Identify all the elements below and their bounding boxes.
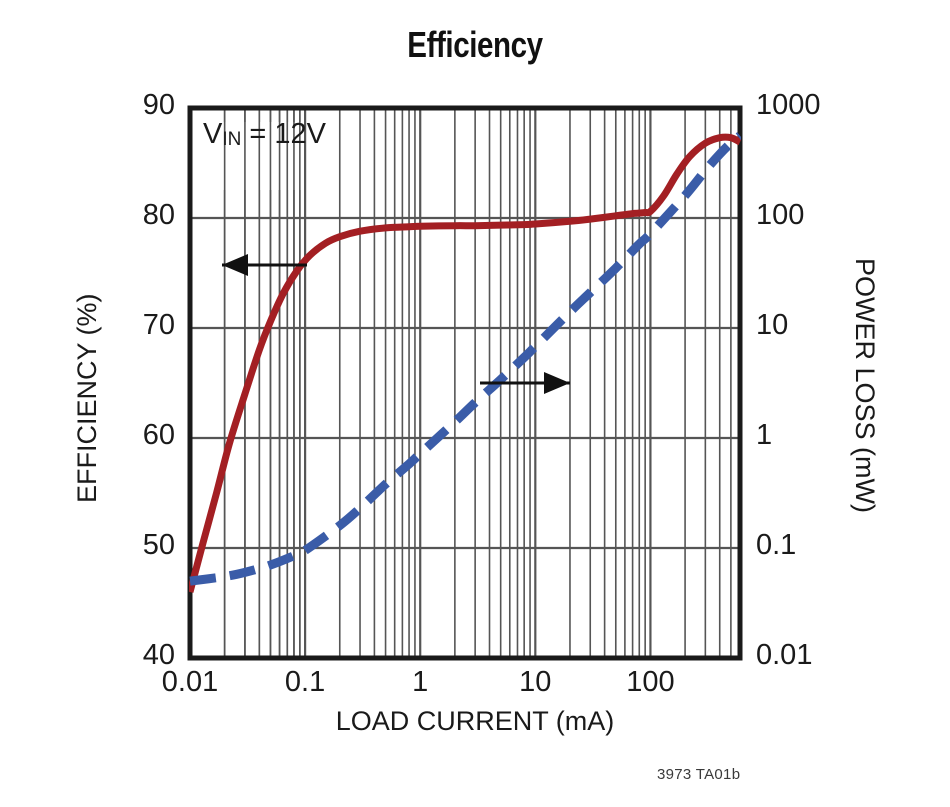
y-axis-right-tick: 1000 [756,89,821,121]
y-axis-left-tick: 70 [142,309,175,341]
plot-frame-rect [187,105,743,661]
annotation-arrows-group [222,254,570,394]
figure-caption: 3973 TA01b [657,766,741,783]
efficiency-curve [189,133,741,593]
y-axis-right-tick: 0.1 [756,529,797,561]
annotation-vin: VIN = 12V [203,118,326,151]
right-arrow-power-loss-head [544,372,570,394]
left-arrow-efficiency-head [222,254,248,276]
x-axis-tick: 100 [626,666,675,698]
chart-title: Efficiency [407,24,543,65]
x-axis-label: LOAD CURRENT (mA) [335,706,615,736]
right-arrow-power-loss [480,372,570,394]
y-axis-right-label: POWER LOSS (mW) [850,258,880,513]
x-axis-tick: 10 [519,666,552,698]
data-curves-group [189,132,741,593]
y-axis-left-tick: 80 [142,199,175,231]
left-arrow-efficiency [222,254,307,276]
gridlines-group [188,108,741,658]
y-axis-left-tick: 40 [142,639,175,671]
x-axis-tick: 0.01 [161,666,219,698]
annotation-vin-suffix: = 12V [241,118,326,150]
annotation-vin-prefix: V [203,118,223,150]
annotation-vin-subscript: IN [222,129,242,150]
x-axis-tick: 0.1 [284,666,326,698]
plot-frame [187,105,743,661]
y-axis-right-tick: 100 [756,199,805,231]
y-axis-right-tick: 1 [756,419,773,451]
y-axis-right-tick: 10 [756,309,789,341]
y-axis-left-tick: 90 [142,89,175,121]
x-axis-tick: 1 [412,666,429,698]
y-axis-left-tick: 60 [142,419,175,451]
y-axis-right-tick: 0.01 [756,639,813,671]
y-axis-left-label: EFFICIENCY (%) [72,293,102,503]
y-axis-left-tick: 50 [142,529,175,561]
power-loss-curve [189,132,741,586]
